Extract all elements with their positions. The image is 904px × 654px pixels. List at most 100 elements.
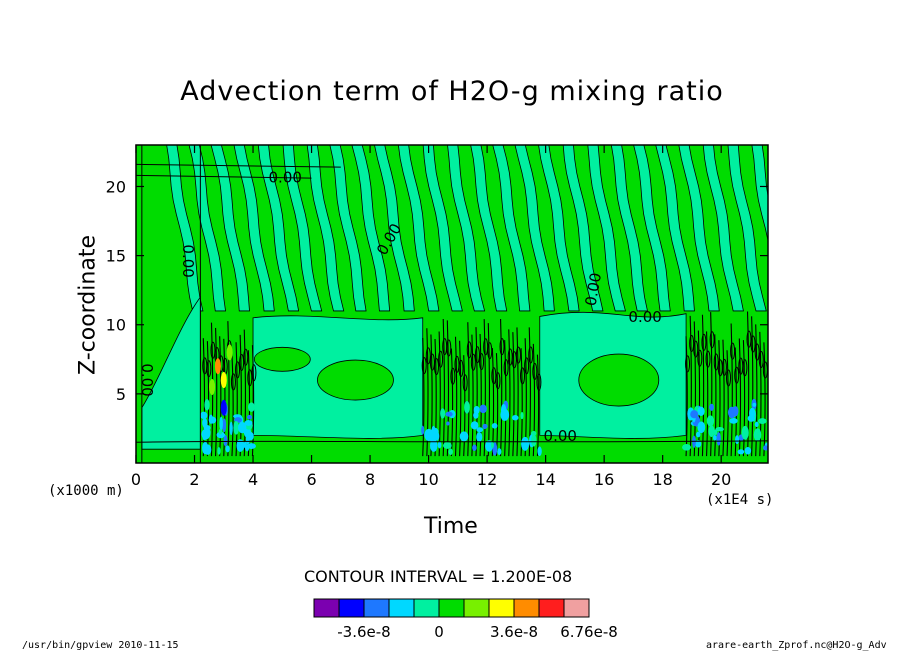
- contour-cell: [429, 439, 438, 452]
- contour-cell: [520, 412, 524, 420]
- x-axis-label: Time: [424, 514, 478, 539]
- contour-line: [721, 358, 727, 376]
- contour-cell: [473, 411, 479, 419]
- contour-cell: [476, 432, 483, 442]
- x-tick-label: 0: [131, 470, 141, 489]
- contour-line: [450, 348, 454, 457]
- contour-cell: [201, 428, 211, 440]
- contour-cell: [431, 425, 436, 435]
- contour-value-label: 0.00: [582, 271, 606, 307]
- contour-cell: [511, 415, 519, 421]
- contour-line: [479, 333, 482, 457]
- contour-cell: [209, 378, 216, 395]
- contour-band: [422, 145, 463, 312]
- contour-line: [515, 346, 521, 364]
- contour-cell: [708, 425, 715, 437]
- contour-cell: [741, 425, 749, 440]
- contour-line: [734, 347, 737, 457]
- contour-cell: [521, 436, 530, 451]
- contour-cell: [715, 427, 724, 432]
- contour-line: [528, 346, 534, 364]
- contour-line: [705, 350, 711, 368]
- contour-band: [233, 145, 275, 312]
- contour-cell: [219, 416, 223, 431]
- contour-cell: [246, 414, 253, 420]
- contour-line: [536, 373, 542, 391]
- contour-cell: [697, 406, 705, 416]
- colorbar-swatch: [488, 598, 515, 618]
- contour-cell: [697, 421, 706, 434]
- contour-cell: [245, 444, 250, 452]
- contour-line: [746, 311, 750, 457]
- contour-band: [306, 145, 345, 312]
- contour-line: [508, 329, 511, 457]
- contour-line: [215, 327, 218, 457]
- contour-line: [758, 351, 764, 369]
- contour-cell: [226, 344, 233, 361]
- contour-line: [706, 331, 709, 457]
- contour-cell: [712, 434, 717, 441]
- contour-line: [422, 337, 425, 457]
- contour-line: [231, 354, 234, 457]
- contour-island: [578, 353, 660, 407]
- contour-line: [754, 343, 760, 361]
- contour-cell: [690, 410, 699, 419]
- contour-line: [136, 440, 768, 443]
- contour-band: [447, 145, 486, 312]
- contour-line: [504, 340, 507, 457]
- contour-line: [235, 361, 241, 379]
- contour-line: [763, 342, 766, 457]
- contour-value-label: 0.00: [544, 427, 577, 445]
- contour-cell: [709, 403, 715, 411]
- contour-cell: [233, 414, 242, 419]
- x-tick-label: 14: [535, 470, 555, 489]
- contour-cell: [531, 434, 537, 447]
- contour-band: [751, 145, 768, 243]
- contour-line: [726, 369, 731, 387]
- contour-line: [421, 357, 427, 375]
- contour-band: [633, 145, 671, 312]
- contour-cell: [225, 445, 230, 453]
- contour-cell: [216, 431, 226, 439]
- contour-line: [512, 332, 515, 457]
- colorbar-swatch: [563, 598, 590, 618]
- contour-cell: [222, 418, 227, 433]
- contour-cell: [537, 446, 542, 457]
- contour-value-label: 0.00: [269, 168, 302, 186]
- plot-frame: [135, 144, 769, 464]
- colorbar-swatch: [363, 598, 390, 618]
- contour-line: [532, 363, 538, 381]
- contour-cell: [472, 444, 477, 451]
- contour-line: [750, 335, 756, 353]
- contour-line: [685, 355, 691, 373]
- contour-cell: [696, 431, 701, 438]
- contour-cell: [248, 402, 255, 412]
- contour-line: [450, 367, 456, 385]
- contour-line: [520, 367, 526, 385]
- contour-cell: [229, 421, 233, 436]
- contour-line: [487, 342, 493, 360]
- contour-band: [587, 145, 626, 312]
- contour-island: [317, 359, 394, 401]
- chart-title: Advection term of H2O-g mixing ratio: [180, 76, 724, 107]
- contour-line: [243, 348, 249, 366]
- contour-band: [210, 145, 250, 312]
- contour-cell: [485, 440, 494, 452]
- contour-line: [454, 336, 458, 457]
- contour-cell: [238, 422, 247, 434]
- contour-cell: [482, 423, 488, 429]
- contour-cell: [752, 402, 757, 407]
- y-tick-label: 15: [106, 247, 126, 266]
- contour-line: [759, 331, 762, 457]
- contour-line: [713, 353, 719, 371]
- contour-cell: [459, 431, 469, 442]
- colorbar-label: -3.6e-8: [337, 623, 390, 641]
- contour-line: [701, 333, 707, 351]
- contour-cell: [214, 358, 221, 375]
- contour-cell: [223, 434, 228, 447]
- contour-line: [524, 357, 530, 375]
- contour-interval-text: CONTOUR INTERVAL = 1.200E-08: [304, 567, 573, 586]
- contour-cell: [713, 429, 718, 436]
- contour-line: [426, 328, 429, 457]
